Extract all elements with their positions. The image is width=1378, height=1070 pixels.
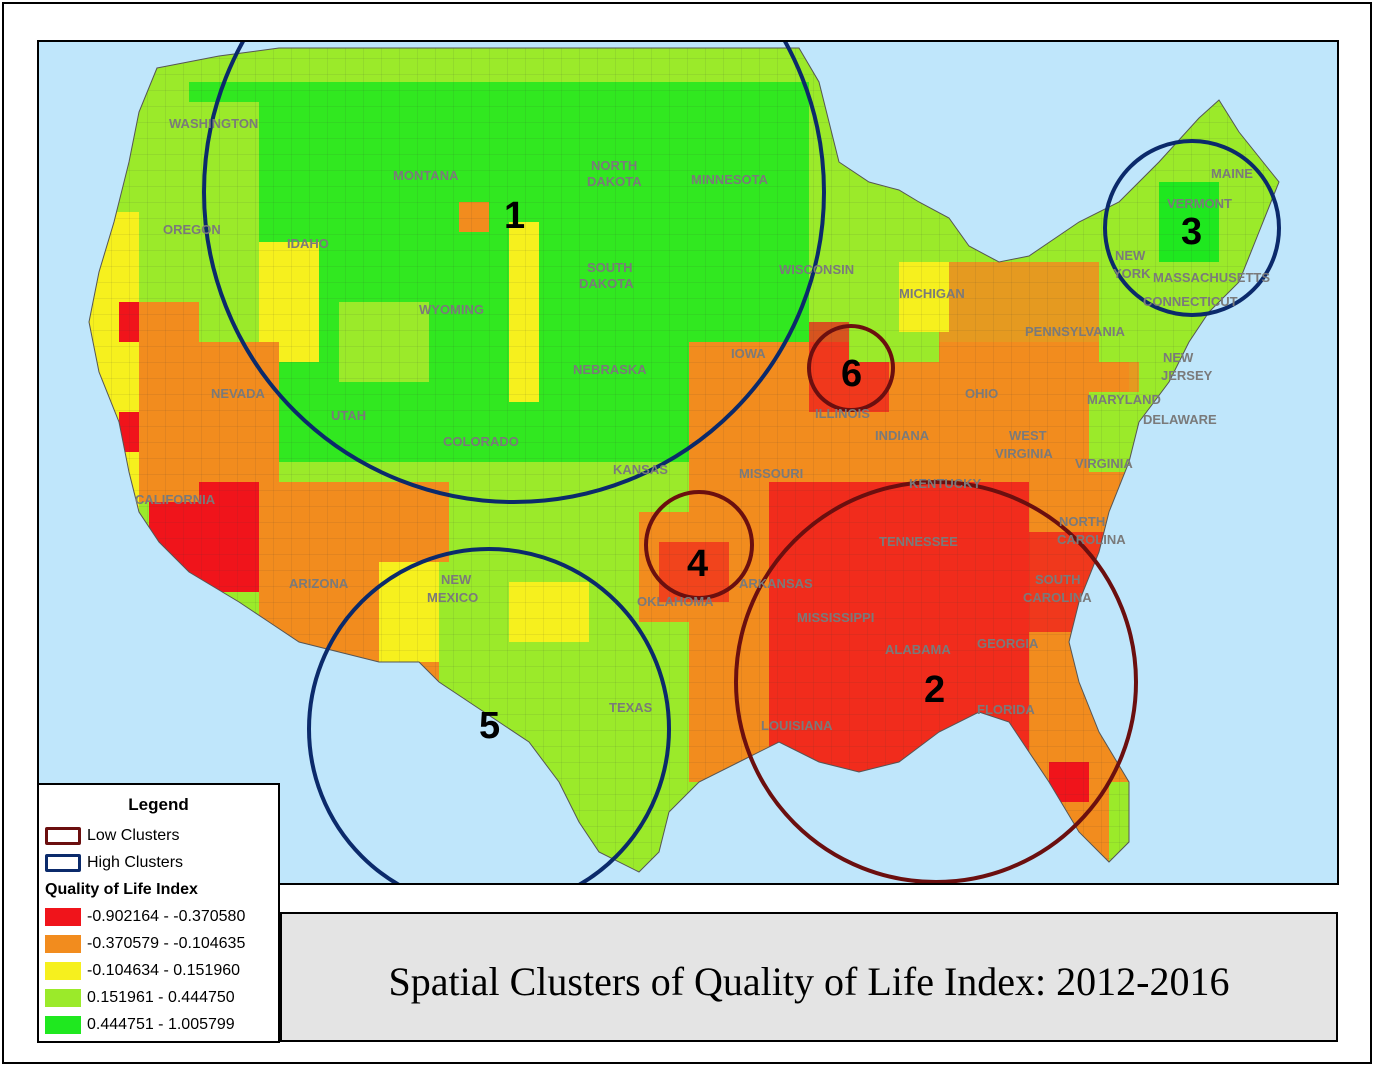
- cluster-ring-6: [807, 324, 895, 412]
- state-label-delaware: DELAWARE: [1143, 412, 1217, 427]
- low-cluster-swatch: [45, 827, 81, 845]
- state-label-maine: MAINE: [1211, 166, 1253, 181]
- legend-row-low-clusters: Low Clusters: [45, 825, 179, 847]
- cluster-number-2: 2: [924, 669, 945, 711]
- legend-class-swatch: [45, 962, 81, 980]
- state-label-south-carolina-2: CAROLINA: [1023, 590, 1092, 605]
- state-label-wyoming: WYOMING: [419, 302, 484, 317]
- state-label-kansas: KANSAS: [613, 462, 668, 477]
- state-label-arizona: ARIZONA: [289, 576, 349, 591]
- state-label-michigan: MICHIGAN: [899, 286, 965, 301]
- state-label-connecticut: CONNECTICUT: [1143, 294, 1238, 309]
- legend-class-label: 0.151961 - 0.444750: [87, 989, 235, 1006]
- state-label-new-mexico-1: NEW: [441, 572, 472, 587]
- legend-row-high-clusters: High Clusters: [45, 852, 183, 874]
- legend-class-label: -0.370579 - -0.104635: [87, 935, 246, 952]
- legend-label-low-clusters: Low Clusters: [87, 827, 180, 844]
- title-box: Spatial Clusters of Quality of Life Inde…: [280, 912, 1338, 1042]
- state-label-new-york-2: YORK: [1113, 266, 1151, 281]
- state-label-montana: MONTANA: [393, 168, 459, 183]
- state-label-new-jersey-1: NEW: [1163, 350, 1194, 365]
- state-label-florida: FLORIDA: [977, 702, 1035, 717]
- state-label-georgia: GEORGIA: [977, 636, 1039, 651]
- state-label-kentucky: KENTUCKY: [909, 476, 982, 491]
- state-labels: WASHINGTON OREGON IDAHO MONTANA NORTH DA…: [135, 116, 1270, 733]
- state-label-iowa: IOWA: [731, 346, 766, 361]
- cluster-number-4: 4: [687, 543, 708, 585]
- state-label-alabama: ALABAMA: [885, 642, 951, 657]
- legend-class-label: -0.902164 - -0.370580: [87, 908, 246, 925]
- cluster-ring-3: [1103, 139, 1281, 317]
- legend-class-swatch: [45, 935, 81, 953]
- state-label-massachusetts: MASSACHUSETTS: [1153, 270, 1270, 285]
- state-label-south-carolina-1: SOUTH: [1035, 572, 1081, 587]
- legend-class-row: -0.104634 - 0.151960: [45, 960, 240, 982]
- state-label-california: CALIFORNIA: [135, 492, 216, 507]
- legend-class-label: -0.104634 - 0.151960: [87, 962, 241, 979]
- state-label-nebraska: NEBRASKA: [573, 362, 647, 377]
- cluster-number-1: 1: [504, 195, 525, 237]
- state-label-north-carolina-1: NORTH: [1059, 514, 1105, 529]
- state-label-tennessee: TENNESSEE: [879, 534, 958, 549]
- legend-label-high-clusters: High Clusters: [87, 854, 184, 871]
- cluster-ring-1: [202, 42, 826, 504]
- state-label-south-dakota-1: SOUTH: [587, 260, 633, 275]
- us-counties: [89, 48, 1279, 872]
- map-frame: 1 2 3 4 5 6 WASHINGTON OREGON IDAHO MONT…: [37, 40, 1339, 885]
- state-label-oklahoma: OKLAHOMA: [637, 594, 714, 609]
- map-canvas: 1 2 3 4 5 6 WASHINGTON OREGON IDAHO MONT…: [88, 42, 1281, 883]
- legend-class-row: -0.902164 - -0.370580: [45, 906, 245, 928]
- state-label-south-dakota-2: DAKOTA: [579, 276, 634, 291]
- state-label-missouri: MISSOURI: [739, 466, 803, 481]
- state-label-illinois: ILLINOIS: [815, 406, 870, 421]
- state-label-indiana: INDIANA: [875, 428, 930, 443]
- state-label-ohio: OHIO: [965, 386, 998, 401]
- legend-title: Legend: [128, 795, 189, 814]
- state-label-north-carolina-2: CAROLINA: [1057, 532, 1126, 547]
- state-label-minnesota: MINNESOTA: [691, 172, 769, 187]
- legend-class-swatch: [45, 908, 81, 926]
- us-outline: [88, 47, 1280, 873]
- cluster-number-5: 5: [479, 705, 500, 747]
- map-title: Spatial Clusters of Quality of Life Inde…: [388, 959, 1230, 1004]
- legend-class-row: 0.151961 - 0.444750: [45, 987, 235, 1009]
- state-label-mississippi: MISSISSIPPI: [797, 610, 874, 625]
- cluster-ring-5: [307, 547, 671, 883]
- state-label-louisiana: LOUISIANA: [761, 718, 833, 733]
- legend-class-swatch: [45, 989, 81, 1007]
- state-label-vermont: VERMONT: [1167, 196, 1232, 211]
- legend-index-title: Quality of Life Index: [45, 881, 198, 898]
- legend-class-label: 0.444751 - 1.005799: [87, 1016, 235, 1033]
- state-label-texas: TEXAS: [609, 700, 653, 715]
- state-label-nevada: NEVADA: [211, 386, 266, 401]
- state-label-west-virginia-1: WEST: [1009, 428, 1047, 443]
- cluster-number-6: 6: [841, 353, 862, 395]
- cluster-ring-2: [734, 480, 1138, 883]
- state-label-north-dakota-2: DAKOTA: [587, 174, 642, 189]
- state-label-north-dakota-1: NORTH: [591, 158, 637, 173]
- state-label-maryland: MARYLAND: [1087, 392, 1161, 407]
- cluster-ring-4: [644, 490, 754, 600]
- state-label-washington: WASHINGTON: [169, 116, 258, 131]
- state-label-arkansas: ARKANSAS: [739, 576, 813, 591]
- state-label-new-mexico-2: MEXICO: [427, 590, 478, 605]
- state-label-wisconsin: WISCONSIN: [779, 262, 854, 277]
- state-label-idaho: IDAHO: [287, 236, 329, 251]
- legend-class-row: -0.370579 - -0.104635: [45, 933, 245, 955]
- high-cluster-swatch: [45, 854, 81, 872]
- state-label-oregon: OREGON: [163, 222, 221, 237]
- legend: Legend Low Clusters High Clusters Qualit…: [37, 783, 280, 1043]
- state-label-colorado: COLORADO: [443, 434, 519, 449]
- legend-class-swatch: [45, 1016, 81, 1034]
- state-label-new-jersey-2: JERSEY: [1161, 368, 1213, 383]
- cluster-number-3: 3: [1181, 211, 1202, 253]
- state-label-virginia: VIRGINIA: [1075, 456, 1133, 471]
- state-label-utah: UTAH: [331, 408, 366, 423]
- legend-class-row: 0.444751 - 1.005799: [45, 1014, 235, 1036]
- state-label-west-virginia-2: VIRGINIA: [995, 446, 1053, 461]
- state-label-new-york-1: NEW: [1115, 248, 1146, 263]
- state-label-pennsylvania: PENNSYLVANIA: [1025, 324, 1126, 339]
